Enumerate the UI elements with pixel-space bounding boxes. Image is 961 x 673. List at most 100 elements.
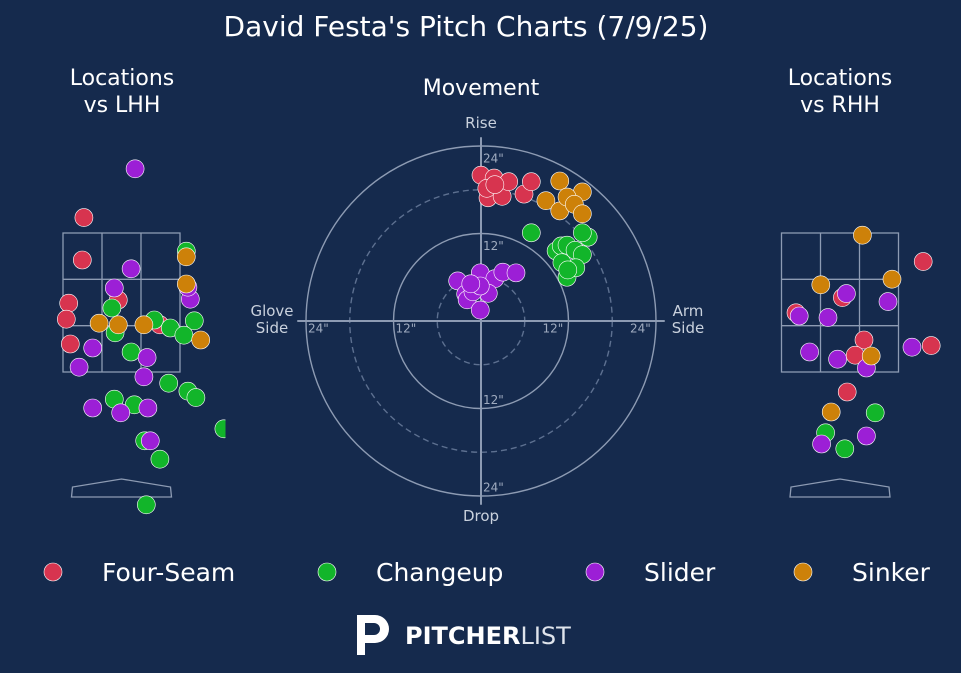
legend-label: Sinker	[852, 558, 931, 587]
pitch-marker	[177, 247, 196, 267]
legend-marker	[43, 562, 63, 582]
pitch-marker	[111, 403, 130, 423]
pitch-marker	[121, 259, 141, 279]
pitch-marker	[558, 260, 578, 280]
pitch-marker	[83, 398, 102, 418]
pitch-marker	[73, 250, 92, 270]
pitch-marker	[191, 330, 210, 350]
pitch-marker	[550, 171, 570, 191]
direction-label: Glove Side	[250, 302, 294, 337]
legend-label: Slider	[644, 558, 716, 587]
pitch-marker	[882, 269, 902, 289]
legend-marker	[585, 562, 605, 582]
pitch-marker	[57, 309, 76, 329]
pitch-marker	[74, 208, 94, 227]
ring-label: 24"	[483, 152, 504, 166]
movement-panel: 12" 12" 12" 12" 24" 24" 24" 24"	[297, 137, 665, 505]
pitch-marker	[214, 419, 226, 439]
direction-label: Arm Side	[671, 302, 705, 337]
pitch-marker	[522, 172, 541, 192]
home-plate	[70, 478, 173, 498]
ring-label: 12"	[396, 322, 417, 336]
pitch-marker	[902, 337, 922, 357]
pitch-marker	[837, 382, 857, 402]
location-panel	[780, 225, 941, 498]
pitch-marker	[573, 204, 592, 224]
pitch-marker	[89, 313, 109, 333]
pitch-marker	[102, 298, 122, 318]
location-panel	[57, 159, 226, 515]
pitch-marker	[837, 284, 856, 303]
pitch-marker	[159, 373, 178, 393]
logo: PITCHERLIST	[357, 615, 571, 655]
panel-title: Locations vs RHH	[787, 66, 893, 118]
markers	[786, 225, 941, 459]
markers	[57, 159, 226, 515]
pitch-marker	[470, 300, 490, 320]
pitch-marker	[61, 334, 80, 354]
logo-bold: PITCHER	[405, 622, 520, 650]
pitch-marker	[854, 330, 874, 350]
pitch-marker	[506, 263, 526, 283]
panel-title: Locations vs LHH	[69, 66, 175, 118]
home-plate	[789, 478, 891, 498]
pitch-marker	[185, 311, 204, 331]
pitch-marker	[835, 439, 855, 459]
logo-light: LIST	[520, 622, 571, 650]
ring-label: 24"	[630, 322, 651, 336]
pitch-marker	[800, 342, 819, 362]
pitch-marker	[137, 495, 156, 515]
direction-label: Rise	[465, 114, 497, 132]
pitch-marker	[522, 223, 541, 243]
pitch-marker	[105, 278, 124, 298]
pitch-marker	[83, 338, 102, 358]
pitch-marker	[853, 225, 872, 245]
pitch-marker	[878, 292, 898, 311]
pitch-marker	[109, 315, 128, 335]
pitch-marker	[921, 336, 941, 355]
pitch-marker	[150, 449, 170, 469]
pitch-marker	[134, 315, 154, 335]
legend-marker	[793, 562, 813, 582]
pitch-marker	[821, 402, 841, 422]
pitch-marker	[828, 349, 847, 369]
logo-icon	[357, 615, 389, 655]
pitch-marker	[174, 325, 194, 345]
pitch-marker	[812, 434, 831, 454]
pitch-marker	[857, 426, 876, 446]
pitch-marker	[461, 274, 481, 294]
pitch-marker	[789, 306, 809, 326]
pitch-marker	[134, 367, 154, 387]
pitch-marker	[137, 348, 157, 367]
pitch-marker	[861, 346, 881, 366]
pitch-marker	[811, 275, 831, 295]
pitch-marker	[485, 175, 505, 194]
pitch-marker	[818, 308, 838, 327]
ring-label: 24"	[483, 481, 504, 495]
pitch-marker	[177, 274, 196, 294]
pitch-marker	[573, 223, 592, 243]
pitch-marker	[121, 342, 141, 362]
ring-label: 12"	[543, 322, 564, 336]
pitch-marker	[141, 431, 160, 451]
ring-label: 24"	[308, 322, 329, 336]
ring-label: 12"	[483, 239, 504, 253]
logo-text: PITCHERLIST	[405, 622, 571, 650]
pitch-marker	[59, 293, 78, 313]
pitch-marker	[186, 388, 206, 407]
strike-zone	[780, 232, 900, 373]
pitch-marker	[865, 403, 885, 423]
ring-label: 12"	[483, 393, 504, 407]
panel-title: Movement	[422, 76, 540, 101]
pitch-marker	[138, 398, 158, 418]
pitch-marker	[913, 252, 933, 271]
pitch-marker	[69, 357, 89, 377]
legend-marker	[317, 562, 337, 582]
legend-label: Four-Seam	[102, 558, 235, 587]
pitch-marker	[125, 159, 145, 179]
direction-label: Drop	[462, 507, 500, 525]
pitch-marker	[536, 191, 556, 210]
chart-title: David Festa's Pitch Charts (7/9/25)	[224, 10, 709, 43]
